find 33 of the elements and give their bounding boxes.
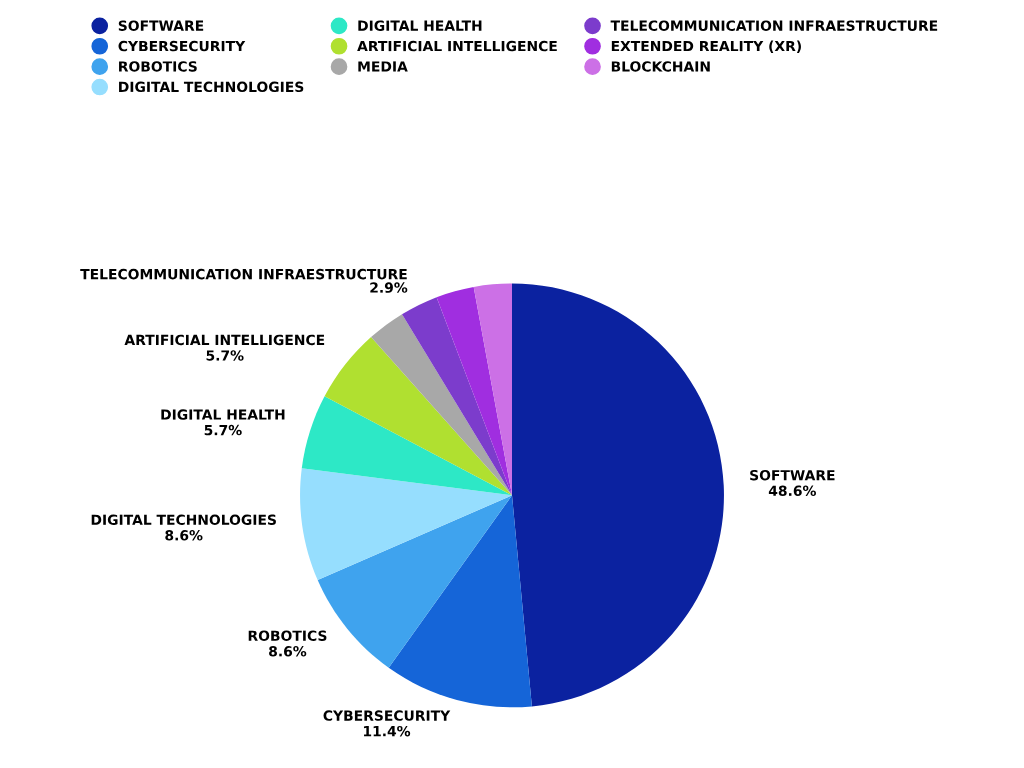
legend-label: ARTIFICIAL INTELLIGENCE	[357, 40, 557, 52]
legend-label: BLOCKCHAIN	[611, 61, 710, 72]
slice-label: DIGITAL HEALTH	[161, 409, 285, 420]
legend-label: ROBOTICS	[119, 61, 197, 72]
pie-slice	[300, 468, 512, 580]
slice-label: DIGITAL TECHNOLOGIES	[91, 514, 276, 525]
data-label: 5.7%	[204, 424, 242, 436]
data-label: 11.4%	[363, 725, 411, 737]
pie-slice	[301, 396, 512, 496]
legend-label: DIGITAL TECHNOLOGIES	[119, 81, 304, 93]
data-label: 8.6%	[269, 646, 307, 657]
slice-label: CYBERSECURITY	[323, 710, 451, 721]
legend-label: MEDIA	[358, 61, 408, 72]
slice-label: ARTIFICIAL INTELLIGENCE	[124, 334, 325, 346]
pie-slice	[436, 286, 512, 496]
pie-slice	[473, 283, 512, 496]
data-label: 2.9%	[370, 282, 408, 293]
legend-label: TELECOMMUNICATION INFRAESTRUCTURE	[610, 20, 938, 31]
data-label: 8.6%	[165, 530, 203, 541]
slice-label: TELECOMMUNICATION INFRAESTRUCTURE	[80, 268, 407, 280]
pie-slice	[388, 495, 532, 708]
legend-label: SOFTWARE	[118, 20, 204, 31]
pie-slice	[402, 297, 512, 496]
slice-label: ROBOTICS	[248, 630, 327, 641]
pie-slice	[371, 314, 512, 496]
legend-label: DIGITAL HEALTH	[358, 20, 482, 31]
pie-slice	[512, 283, 724, 707]
data-label: 48.6%	[768, 485, 816, 497]
pie-slice	[324, 337, 512, 496]
legend-label: EXTENDED REALITY (XR)	[611, 40, 801, 53]
slice-label: SOFTWARE	[750, 469, 835, 481]
legend-label: CYBERSECURITY	[118, 40, 246, 52]
data-label: 5.7%	[206, 350, 244, 361]
